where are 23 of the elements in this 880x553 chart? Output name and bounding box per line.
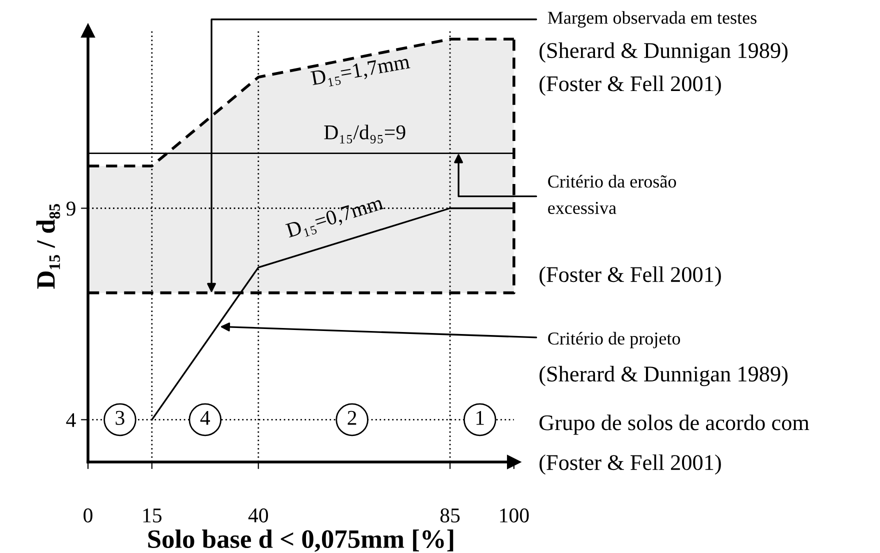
annotation: Margem observada em testes <box>548 11 756 28</box>
x-tick-label: 0 <box>84 508 92 522</box>
y-tick-label: 9 <box>66 202 76 216</box>
text: (Foster & Fell 2001) <box>540 454 721 475</box>
annotation: 3 <box>116 410 124 425</box>
x-tick-label: 85 <box>440 508 460 522</box>
annotation: 1 <box>476 410 484 425</box>
y-axis-title: D₁₅ / d₈₅ <box>36 204 60 289</box>
text: (Sherard & Dunnigan 1989) <box>540 42 788 63</box>
x-tick-label: 100 <box>500 508 529 522</box>
annotation: 2 <box>348 410 356 425</box>
annotation: Critério da erosão excessiva <box>548 174 676 214</box>
text: Grupo de solos de acordo com <box>539 414 810 435</box>
text: (Foster & Fell 2001) <box>540 266 721 287</box>
annotation: D₁₅=1,7mm <box>310 54 411 90</box>
text: (Foster & Fell 2001) <box>540 76 721 96</box>
annotation: D₁₅/d₉₅=9 <box>324 124 406 144</box>
x-tick-label: 40 <box>248 508 268 522</box>
annotation: 4 <box>200 410 210 425</box>
text: (Sherard & Dunnigan 1989) <box>540 366 788 386</box>
x-axis-title: Solo base d < 0,075mm [%] <box>148 529 454 552</box>
annotation: Critério de projeto <box>548 332 680 348</box>
x-tick-label: 15 <box>143 508 162 522</box>
